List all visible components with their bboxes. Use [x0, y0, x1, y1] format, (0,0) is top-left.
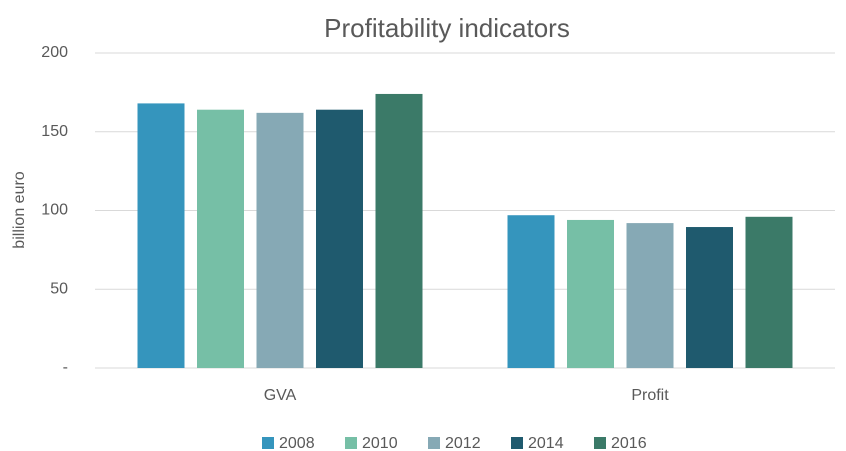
bar — [507, 215, 555, 368]
y-tick-label: 50 — [50, 280, 68, 297]
legend-label: 2012 — [445, 435, 481, 451]
bar — [316, 109, 363, 368]
bar — [745, 216, 793, 368]
legend-swatch — [594, 437, 606, 449]
bar — [197, 109, 244, 368]
x-tick-label: Profit — [631, 387, 669, 404]
legend-swatch — [511, 437, 523, 449]
bar — [626, 223, 674, 368]
legend-label: 2014 — [528, 435, 564, 451]
legend-label: 2008 — [279, 435, 315, 451]
y-tick-label: 200 — [41, 44, 68, 61]
legend-swatch — [345, 437, 357, 449]
bar — [137, 103, 185, 369]
legend-label: 2016 — [611, 435, 647, 451]
legend-swatch — [428, 437, 440, 449]
legend-swatch — [262, 437, 274, 449]
bar — [375, 93, 423, 368]
bar — [686, 227, 733, 368]
chart-title: Profitability indicators — [324, 13, 570, 43]
legend-label: 2010 — [362, 435, 398, 451]
bar — [567, 219, 614, 368]
y-tick-label: 100 — [41, 202, 68, 219]
bar — [256, 112, 304, 368]
y-tick-label: 150 — [41, 123, 68, 140]
y-axis-label: billion euro — [11, 171, 28, 248]
y-tick-label: - — [63, 359, 68, 376]
x-tick-label: GVA — [264, 387, 297, 404]
